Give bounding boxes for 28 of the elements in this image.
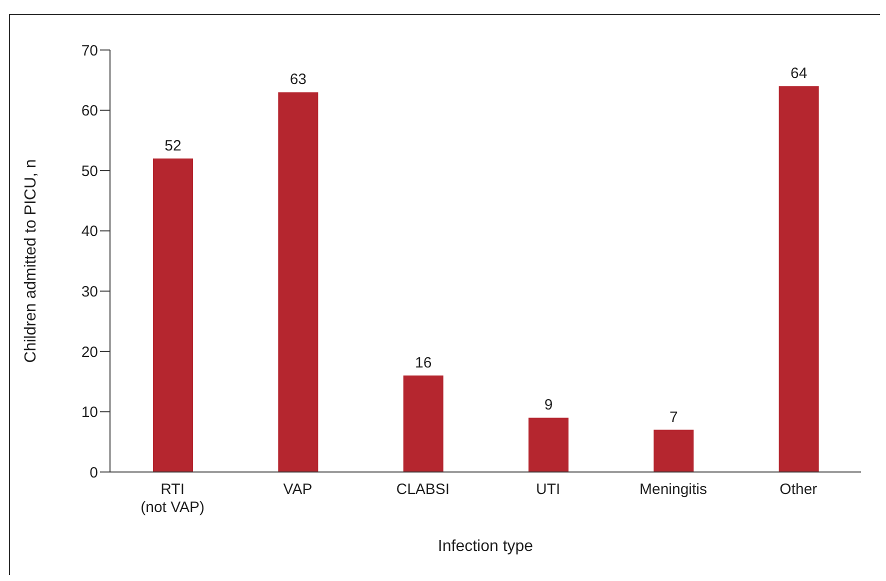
- y-tick-label: 20: [81, 344, 98, 361]
- data-label: 52: [164, 138, 182, 155]
- bar: [153, 158, 193, 472]
- data-label: 64: [790, 65, 808, 82]
- y-tick-label: 40: [81, 223, 98, 240]
- y-tick-label: 70: [81, 42, 98, 60]
- y-tick-label: 10: [81, 404, 98, 422]
- bar: [528, 418, 568, 472]
- y-tick-label: 50: [81, 162, 98, 180]
- bar: [403, 376, 444, 472]
- x-tick-label: Other: [780, 481, 818, 498]
- x-tick-label: RTI (not VAP): [140, 481, 205, 516]
- data-label: 7: [669, 408, 678, 426]
- x-axis-title: Infection type: [438, 538, 534, 555]
- y-tick-label: 60: [81, 102, 98, 120]
- y-tick-label: 0: [90, 464, 98, 482]
- bar: [778, 86, 819, 472]
- data-label: 9: [544, 396, 553, 414]
- y-axis-title: Children admitted to PICU, n: [22, 159, 40, 363]
- data-label: 16: [414, 354, 432, 372]
- bar: [654, 430, 694, 472]
- x-tick-label: Meningitis: [639, 481, 708, 498]
- x-tick-label: CLABSI: [396, 481, 450, 498]
- bar: [278, 92, 318, 472]
- y-tick-label: 30: [81, 283, 98, 300]
- x-tick-label: VAP: [283, 481, 312, 498]
- data-label: 63: [290, 71, 307, 88]
- x-tick-label: UTI: [536, 481, 560, 498]
